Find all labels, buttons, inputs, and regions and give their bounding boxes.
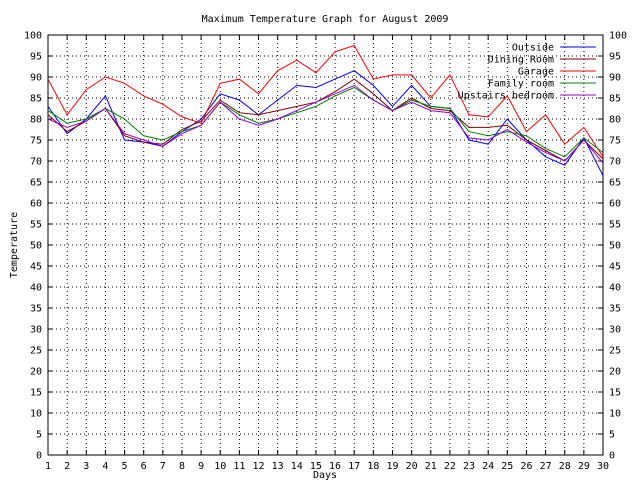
y-tick-label: 75 [30, 136, 42, 147]
series-line-family-room [47, 86, 604, 158]
series-line-dining-room [47, 78, 604, 162]
legend-label-upstairs-bedroom: Upstairs bedroom [458, 91, 554, 102]
x-tick-label: 3 [83, 461, 89, 472]
legend-label-family-room: Family room [488, 79, 554, 90]
x-tick-label: 4 [102, 461, 108, 472]
y2-tick-label: 70 [609, 157, 621, 168]
y2-tick-label: 30 [609, 325, 621, 336]
y2-tick-label: 35 [609, 304, 621, 315]
y-tick-label: 65 [30, 178, 42, 189]
y2-tick-label: 60 [609, 199, 621, 210]
y2-tick-label: 5 [609, 430, 615, 441]
x-tick-label: 11 [233, 461, 245, 472]
x-tick-label: 16 [329, 461, 341, 472]
x-tick-label: 8 [179, 461, 185, 472]
x-tick-label: 14 [291, 461, 303, 472]
x-tick-label: 5 [122, 461, 128, 472]
y-tick-label: 5 [36, 430, 42, 441]
x-tick-label: 9 [198, 461, 204, 472]
y-axis-label: Temperature [9, 212, 20, 278]
y-tick-label: 30 [30, 325, 42, 336]
grid-layer [48, 35, 603, 455]
x-tick-label: 30 [597, 461, 609, 472]
y-tick-label: 55 [30, 220, 42, 231]
y2-tick-label: 0 [609, 451, 615, 462]
x-tick-label: 18 [367, 461, 379, 472]
y2-tick-label: 50 [609, 241, 621, 252]
x-tick-label: 25 [501, 461, 513, 472]
y-tick-label: 60 [30, 199, 42, 210]
legend-label-outside: Outside [512, 43, 554, 54]
y-tick-label: 45 [30, 262, 42, 273]
y-tick-label: 15 [30, 388, 42, 399]
legend-label-garage: Garage [518, 67, 554, 78]
x-tick-label: 10 [214, 461, 226, 472]
x-tick-label: 15 [310, 461, 322, 472]
x-tick-label: 6 [141, 461, 147, 472]
y2-tick-label: 80 [609, 115, 621, 126]
x-tick-label: 2 [64, 461, 70, 472]
y2-tick-label: 10 [609, 409, 621, 420]
x-tick-label: 1 [45, 461, 51, 472]
y2-tick-label: 100 [609, 31, 627, 42]
y2-tick-label: 45 [609, 262, 621, 273]
y2-tick-label: 65 [609, 178, 621, 189]
y2-tick-label: 85 [609, 94, 621, 105]
series-layer [47, 44, 604, 176]
y-tick-label: 0 [36, 451, 42, 462]
legend-label-dining-room: Dining Room [488, 55, 554, 66]
x-tick-label: 13 [272, 461, 284, 472]
chart-title: Maximum Temperature Graph for August 200… [202, 14, 449, 25]
y-tick-label: 80 [30, 115, 42, 126]
y2-tick-label: 55 [609, 220, 621, 231]
x-tick-label: 29 [578, 461, 590, 472]
y-tick-label: 95 [30, 52, 42, 63]
x-tick-label: 12 [252, 461, 264, 472]
y-tick-label: 50 [30, 241, 42, 252]
x-tick-label: 22 [444, 461, 456, 472]
x-axis-label: Days [313, 470, 337, 480]
y2-tick-label: 25 [609, 346, 621, 357]
y2-tick-label: 95 [609, 52, 621, 63]
y-tick-label: 25 [30, 346, 42, 357]
y-tick-label: 35 [30, 304, 42, 315]
y-tick-label: 40 [30, 283, 42, 294]
x-tick-label: 23 [463, 461, 475, 472]
x-tick-label: 19 [386, 461, 398, 472]
y-tick-label: 70 [30, 157, 42, 168]
y-tick-label: 100 [24, 31, 42, 42]
y2-tick-label: 90 [609, 73, 621, 84]
x-tick-label: 7 [160, 461, 166, 472]
y2-tick-label: 40 [609, 283, 621, 294]
x-tick-label: 26 [520, 461, 532, 472]
y-tick-label: 90 [30, 73, 42, 84]
y-tick-label: 20 [30, 367, 42, 378]
y2-tick-label: 15 [609, 388, 621, 399]
series-line-outside [47, 70, 604, 176]
x-tick-label: 28 [559, 461, 571, 472]
y-tick-label: 10 [30, 409, 42, 420]
y-tick-label: 85 [30, 94, 42, 105]
x-tick-label: 20 [406, 461, 418, 472]
y2-tick-label: 20 [609, 367, 621, 378]
x-tick-label: 24 [482, 461, 494, 472]
series-line-garage [47, 44, 604, 158]
x-tick-label: 21 [425, 461, 437, 472]
y2-tick-label: 75 [609, 136, 621, 147]
series-line-upstairs-bedroom [47, 84, 604, 164]
x-tick-label: 17 [348, 461, 360, 472]
x-tick-label: 27 [540, 461, 552, 472]
